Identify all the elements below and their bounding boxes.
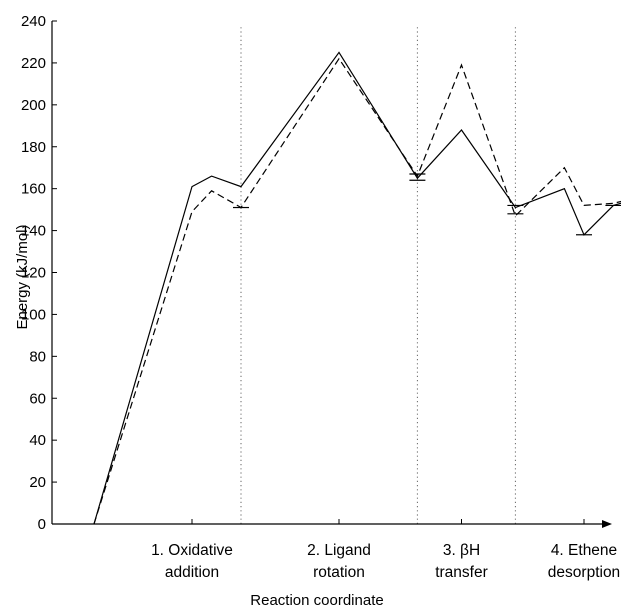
x-category-line: addition <box>165 564 219 581</box>
series-lines <box>93 51 621 525</box>
y-tick-label: 220 <box>21 55 46 72</box>
y-tick-label: 0 <box>38 516 46 533</box>
x-axis-title: Reaction coordinate <box>250 592 383 609</box>
x-category-label: 2. Ligand rotation <box>307 542 371 581</box>
y-tick-label: 180 <box>21 139 46 156</box>
x-axis-ticks: 1. Oxidative addition 2. Ligand rotation 3. … <box>151 519 620 581</box>
y-tick-label: 40 <box>29 432 46 449</box>
x-category-label: 3. βH transfer <box>435 542 488 581</box>
y-tick-label: 140 <box>21 223 46 240</box>
axes <box>51 21 612 528</box>
solid-energy-line <box>93 51 621 525</box>
x-category-label: 1. Oxidative addition <box>151 542 233 581</box>
y-tick-label: 200 <box>21 97 46 114</box>
y-tick-label: 20 <box>29 474 46 491</box>
y-tick-label: 100 <box>21 306 46 323</box>
y-tick-label: 120 <box>21 265 46 282</box>
x-category-line: desorption <box>548 564 620 581</box>
x-category-line: 1. Oxidative <box>151 542 233 559</box>
y-axis-ticks: 0 20 40 60 80 100 120 140 160 180 200 220 240 <box>21 13 57 533</box>
x-category-line: 2. Ligand <box>307 542 371 559</box>
y-tick-label: 60 <box>29 390 46 407</box>
y-axis-title: Energy (kJ/mol) <box>14 224 31 329</box>
x-category-line: 4. Ethene <box>551 542 617 559</box>
y-tick-label: 80 <box>29 348 46 365</box>
y-tick-label: 240 <box>21 13 46 30</box>
error-bars <box>233 173 621 236</box>
x-category-line: transfer <box>435 564 488 581</box>
x-category-line: 3. βH <box>443 542 480 559</box>
x-category-label: 4. Ethene desorption <box>548 542 620 581</box>
x-category-line: rotation <box>313 564 365 581</box>
step-dividers <box>240 25 516 524</box>
dashed-energy-line <box>93 57 621 525</box>
y-tick-label: 160 <box>21 181 46 198</box>
x-axis-arrow <box>602 520 612 528</box>
